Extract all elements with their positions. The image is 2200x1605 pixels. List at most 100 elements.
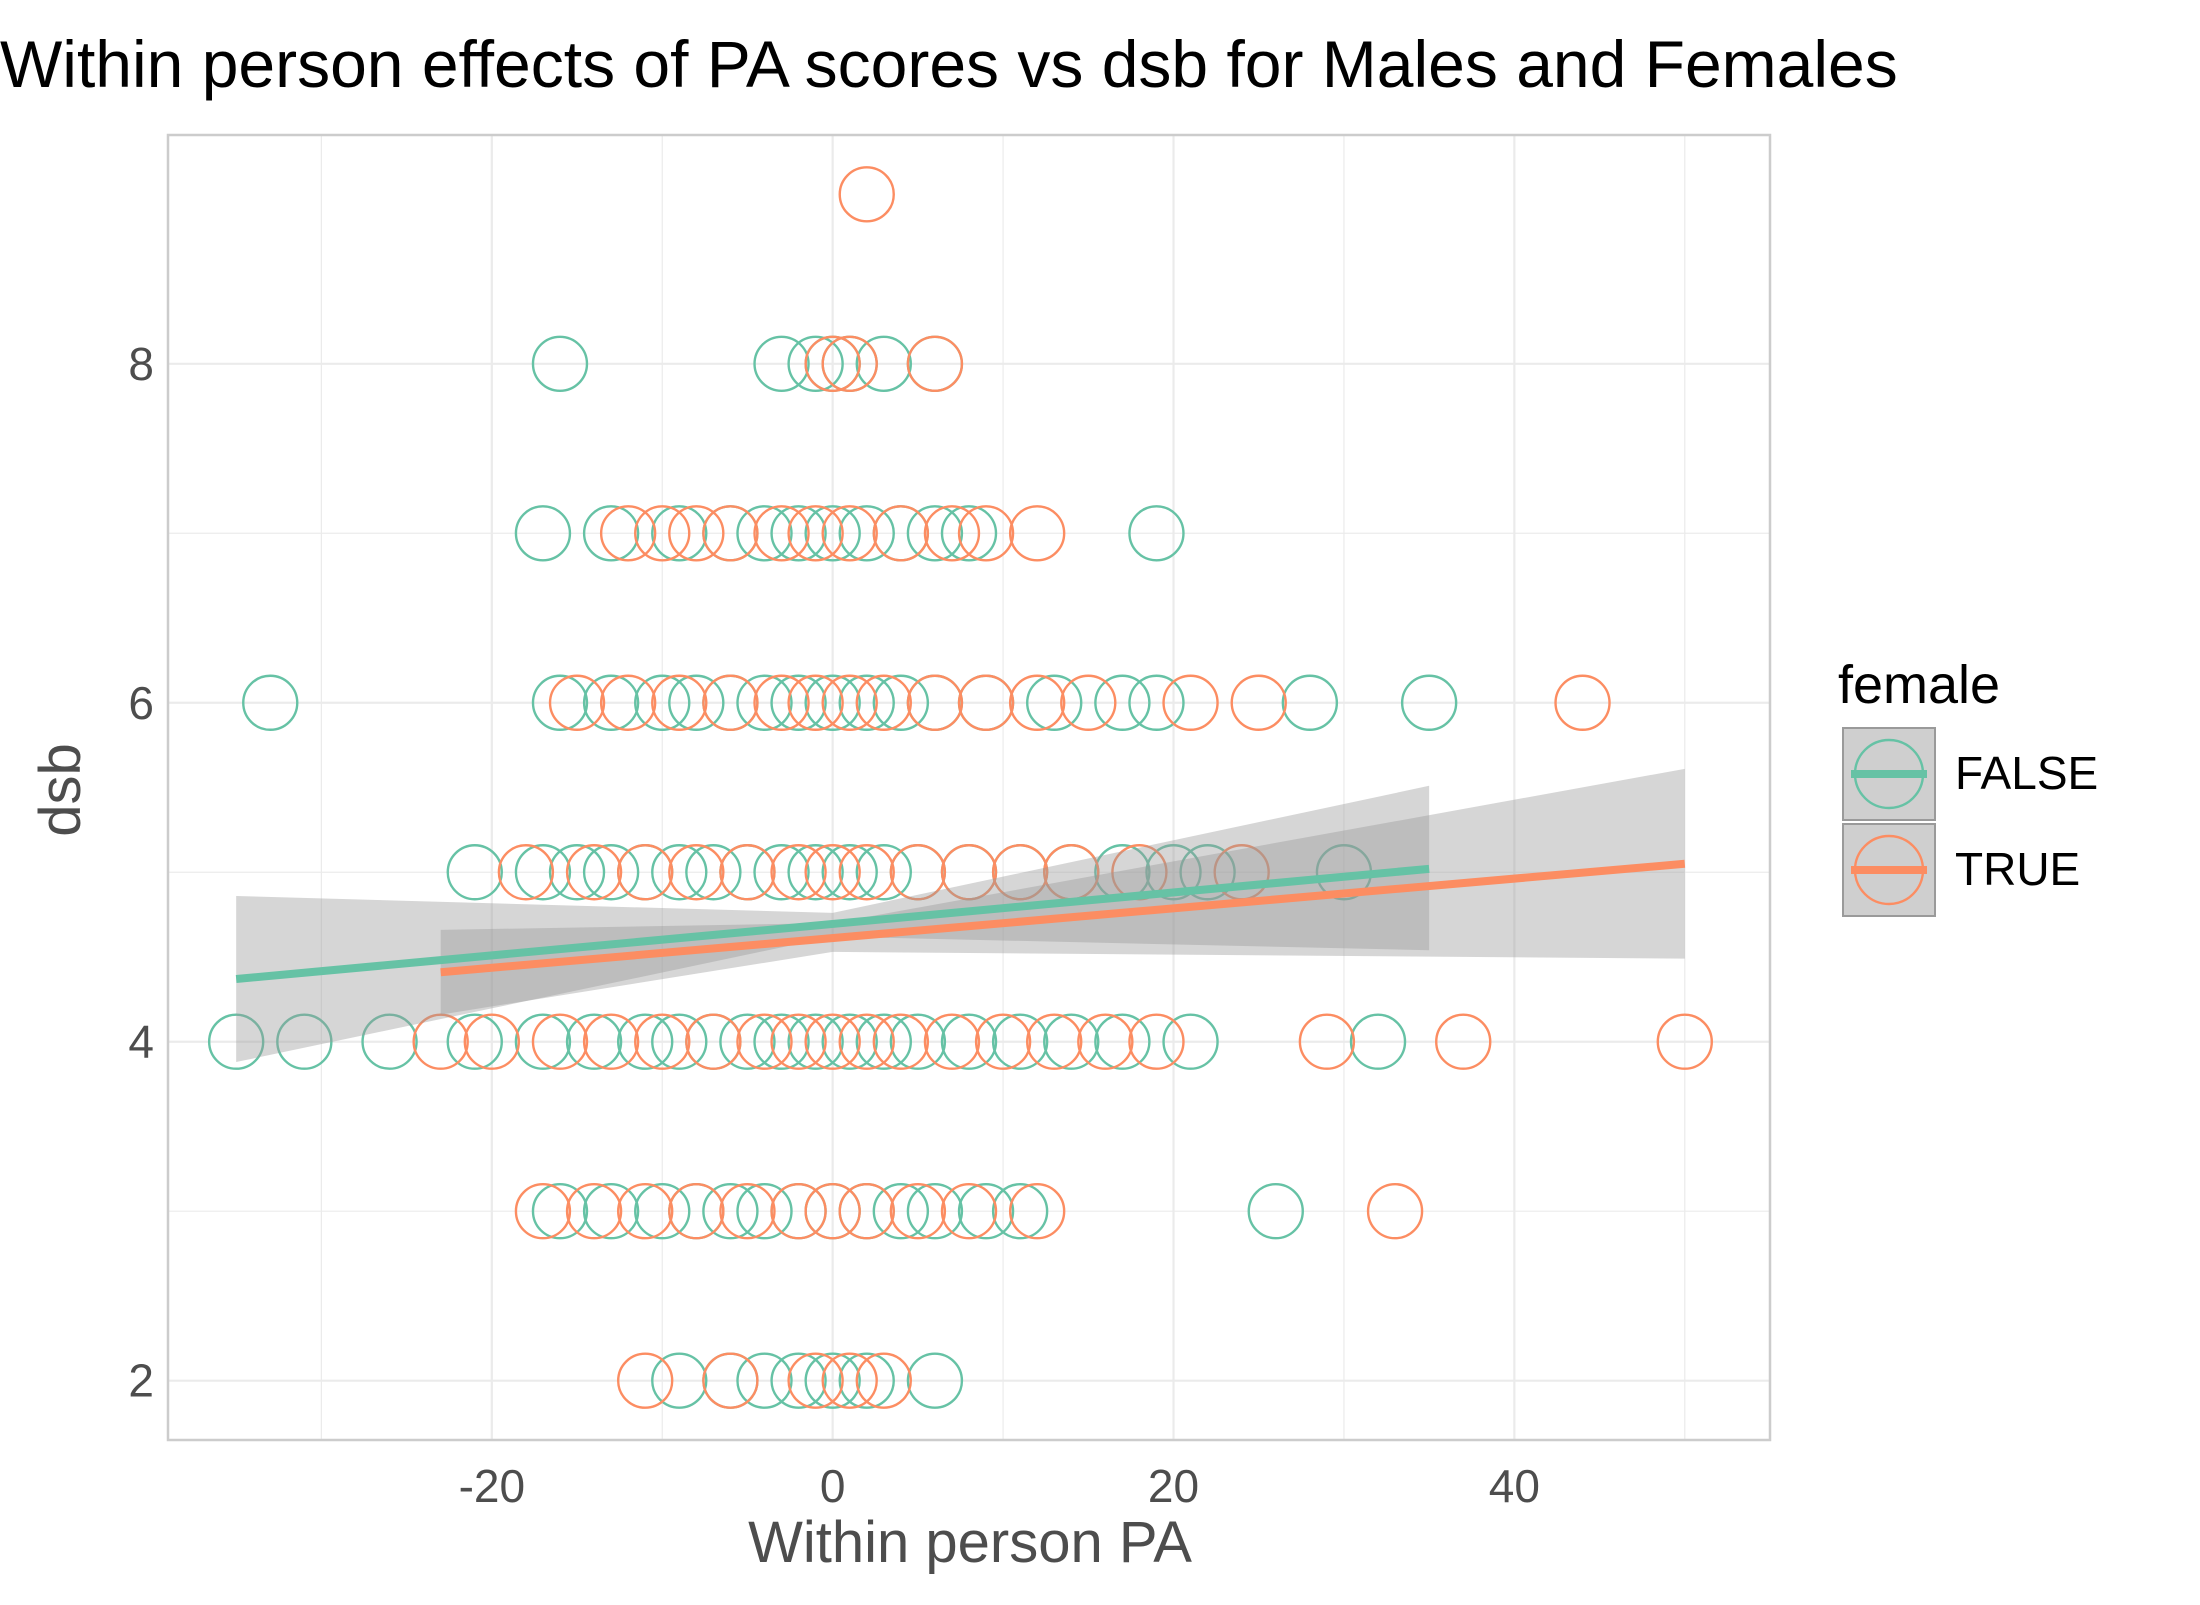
data-point: [582, 1183, 640, 1240]
data-point: [1298, 1013, 1356, 1070]
data-point: [1145, 844, 1202, 901]
data-point: [940, 1183, 998, 1240]
x-tick-label: 0: [820, 1460, 846, 1512]
legend-item-true: TRUE: [1842, 823, 2080, 917]
data-point: [957, 1183, 1015, 1240]
data-point: [753, 505, 810, 562]
data-point: [531, 1183, 589, 1240]
data-point: [872, 1183, 930, 1240]
y-axis-label: dsb: [28, 743, 93, 837]
data-point: [668, 844, 725, 901]
data-point: [821, 844, 878, 901]
data-point: [787, 844, 844, 901]
data-point: [651, 1013, 708, 1070]
data-point: [582, 505, 640, 562]
data-point: [940, 505, 998, 562]
data-point: [702, 505, 759, 562]
data-point: [702, 674, 759, 731]
data-point: [855, 335, 912, 392]
legend-title: female: [1838, 655, 2000, 715]
data-point: [804, 1352, 861, 1409]
data-point: [838, 844, 895, 901]
data-point: [599, 674, 657, 731]
confidence-band-true: [440, 768, 1685, 1015]
data-point: [1043, 1013, 1100, 1070]
data-point: [787, 674, 844, 731]
data-point: [770, 674, 827, 731]
data-point: [804, 505, 861, 562]
data-point: [616, 1183, 674, 1240]
data-point: [634, 505, 691, 562]
data-point: [548, 674, 606, 731]
panel-border: [166, 133, 1772, 1442]
data-point: [940, 844, 998, 901]
data-point: [855, 1352, 912, 1409]
data-point: [634, 1013, 691, 1070]
data-point: [991, 844, 1049, 901]
data-point: [991, 1183, 1049, 1240]
data-point: [1026, 674, 1083, 731]
data-point: [957, 505, 1015, 562]
data-point: [838, 1352, 895, 1409]
data-point: [906, 335, 964, 392]
data-point: [838, 166, 895, 223]
data-point: [565, 1013, 623, 1070]
data-point: [685, 1013, 742, 1070]
data-point: [821, 674, 878, 731]
data-point: [685, 844, 742, 901]
data-point: [906, 1183, 964, 1240]
data-point: [770, 505, 827, 562]
data-point: [1094, 674, 1151, 731]
data-point: [651, 505, 708, 562]
data-point: [1060, 674, 1117, 731]
data-point: [838, 674, 895, 731]
data-point: [838, 1013, 895, 1070]
chart-title: Within person effects of PA scores vs ds…: [0, 27, 1898, 101]
data-point: [753, 335, 810, 392]
data-point: [412, 1013, 469, 1070]
data-point: [1656, 1013, 1713, 1070]
data-point: [855, 674, 912, 731]
data-point: [736, 1183, 793, 1240]
data-point: [446, 1013, 503, 1070]
plot-panel: -20 0 20 40 2 4 6 8: [128, 133, 1772, 1512]
data-point: [446, 844, 503, 901]
y-tick-label: 2: [128, 1355, 154, 1407]
data-point: [565, 1183, 623, 1240]
data-point: [804, 1013, 861, 1070]
data-point: [514, 1183, 572, 1240]
fit-line-false: [235, 864, 1430, 983]
data-point: [991, 1013, 1049, 1070]
data-point: [753, 1013, 810, 1070]
data-point: [1128, 674, 1185, 731]
data-point: [736, 674, 793, 731]
data-point: [565, 844, 623, 901]
data-point: [616, 1352, 674, 1409]
y-tick-label: 8: [128, 338, 154, 390]
data-point: [787, 1013, 844, 1070]
data-point: [787, 505, 844, 562]
data-point: [804, 844, 861, 901]
x-tick-label: -20: [459, 1460, 525, 1512]
data-point: [1247, 1183, 1304, 1240]
data-point: [753, 844, 810, 901]
data-point: [855, 844, 912, 901]
data-point: [889, 1183, 947, 1240]
data-point: [668, 674, 725, 731]
data-point: [1162, 674, 1219, 731]
data-point: [821, 505, 878, 562]
data-point: [770, 1352, 827, 1409]
data-point: [804, 335, 861, 392]
data-point: [770, 1183, 827, 1240]
data-point: [838, 1183, 895, 1240]
data-point: [719, 1013, 776, 1070]
data-point: [838, 505, 895, 562]
data-point: [1554, 674, 1611, 731]
legend-item-false: FALSE: [1842, 727, 2098, 821]
data-point: [736, 1013, 793, 1070]
data-point: [548, 844, 606, 901]
data-point: [668, 505, 725, 562]
data-point: [1128, 505, 1185, 562]
data-point: [736, 505, 793, 562]
